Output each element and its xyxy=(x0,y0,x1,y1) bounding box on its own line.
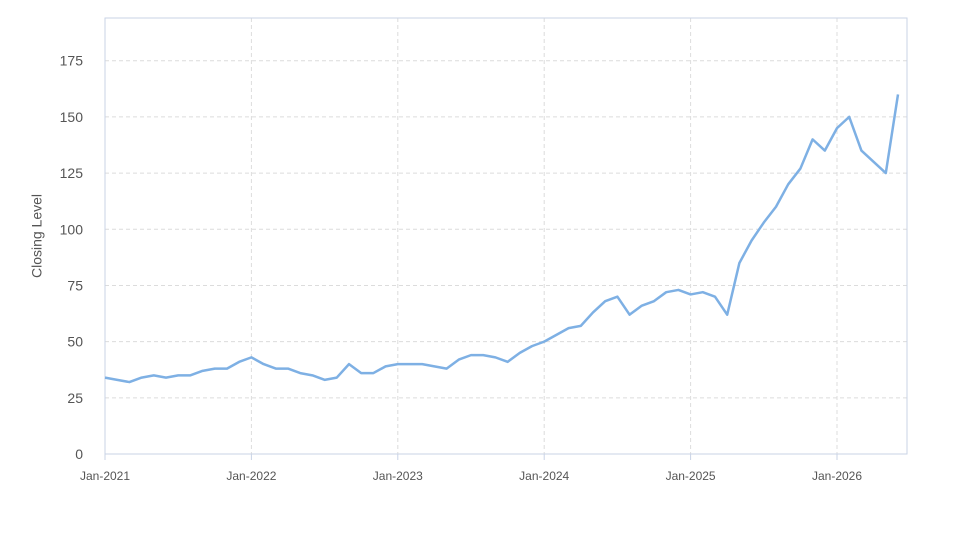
plot-frame xyxy=(104,17,908,455)
y-axis-label: Closing Level xyxy=(29,194,45,278)
x-tick-label: Jan-2025 xyxy=(666,469,716,483)
line xyxy=(104,94,900,384)
x-tick-label: Jan-2026 xyxy=(812,469,862,483)
y-tick-label: 75 xyxy=(67,277,83,293)
y-tick-label: 100 xyxy=(60,221,84,237)
y-tick-label: 125 xyxy=(60,165,84,181)
x-tick-label: Jan-2023 xyxy=(373,469,423,483)
y-tick-label: 0 xyxy=(75,446,83,462)
y-tick-label: 150 xyxy=(60,109,84,125)
y-tick-label: 50 xyxy=(67,334,83,350)
x-tick-label: Jan-2022 xyxy=(226,469,276,483)
y-tick-label: 25 xyxy=(67,390,83,406)
x-tick-label: Jan-2021 xyxy=(80,469,130,483)
x-tick-label: Jan-2024 xyxy=(519,469,569,483)
y-tick-label: 175 xyxy=(60,53,84,69)
